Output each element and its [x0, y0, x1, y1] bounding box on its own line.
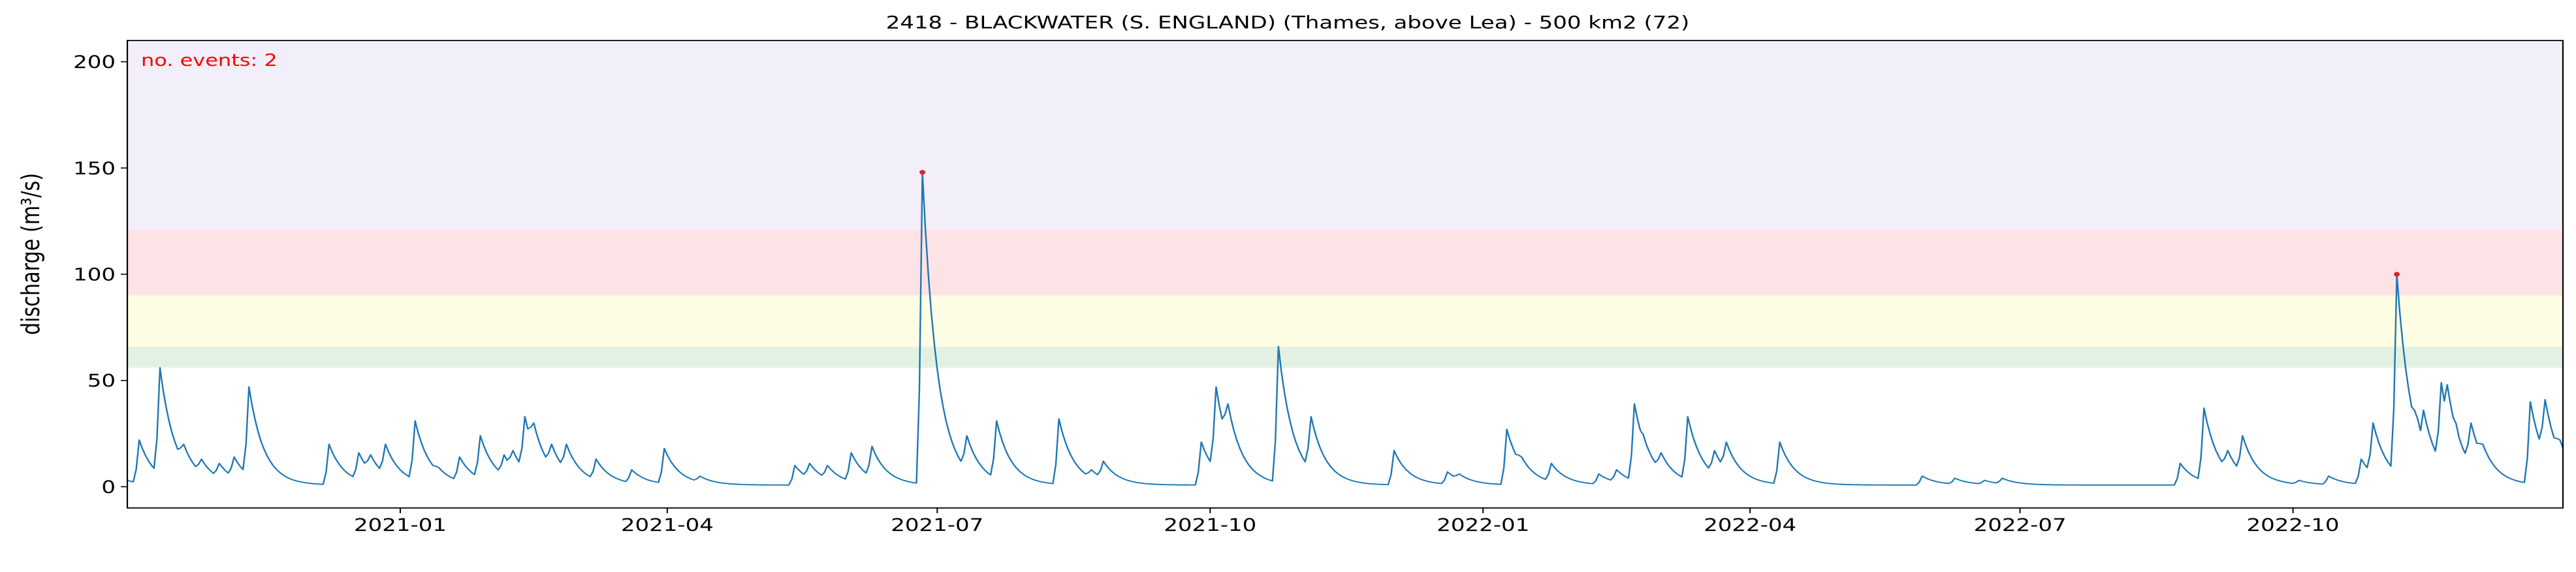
x-tick-label-2021-07: 2021-07 [891, 515, 983, 535]
x-tick-label-2021-01: 2021-01 [354, 515, 447, 535]
y-tick-label-50: 50 [87, 371, 116, 392]
threshold-bands [127, 40, 2563, 368]
threshold-band-2 [127, 230, 2563, 296]
chart-title: 2418 - BLACKWATER (S. ENGLAND) (Thames, … [886, 12, 1690, 33]
threshold-band-0 [127, 347, 2563, 368]
events-annotation: no. events: 2 [141, 50, 278, 70]
y-axis-label: discharge (m³/s) [17, 173, 46, 335]
y-tick-label-200: 200 [73, 52, 116, 72]
x-tick-label-2022-07: 2022-07 [1974, 515, 2067, 535]
event-marker-1 [2394, 272, 2400, 276]
threshold-band-3 [127, 40, 2563, 230]
x-tick-label-2022-04: 2022-04 [1704, 515, 1796, 535]
x-tick-label-2021-04: 2021-04 [621, 515, 714, 535]
x-tick-label-2022-01: 2022-01 [1437, 515, 1529, 535]
y-tick-label-100: 100 [73, 264, 116, 285]
event-marker-0 [919, 170, 925, 174]
y-tick-label-0: 0 [101, 477, 116, 498]
threshold-band-1 [127, 296, 2563, 347]
y-tick-label-150: 150 [73, 158, 116, 179]
x-tick-label-2021-10: 2021-10 [1164, 515, 1256, 535]
x-tick-label-2022-10: 2022-10 [2247, 515, 2340, 535]
